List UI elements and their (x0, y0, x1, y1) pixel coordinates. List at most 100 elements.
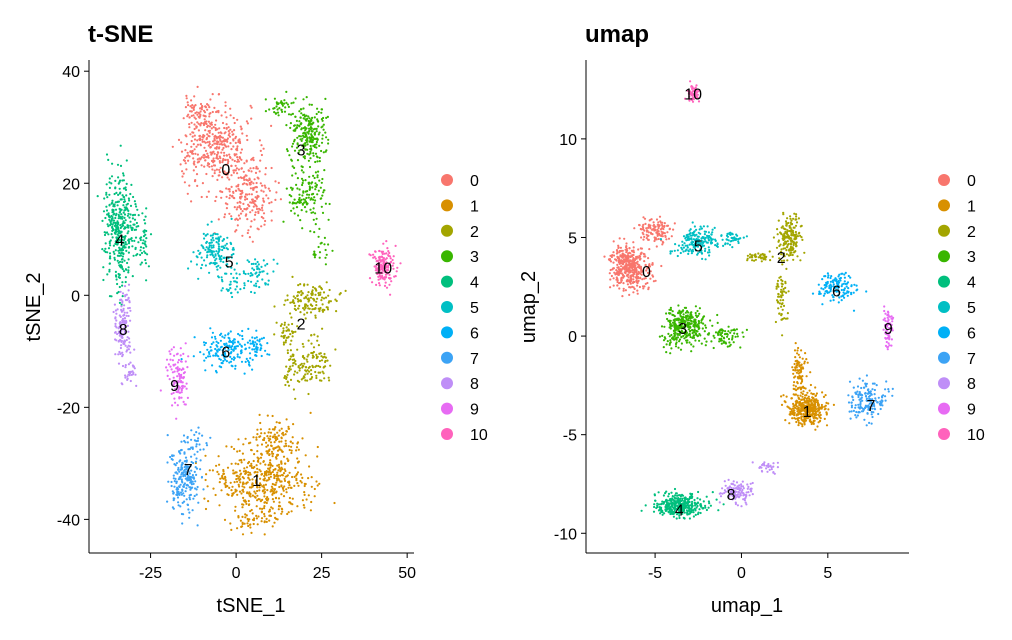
data-point (111, 211, 113, 213)
data-point (777, 296, 779, 298)
data-point (192, 509, 194, 511)
data-point (122, 365, 124, 367)
data-point (624, 269, 626, 271)
data-point (261, 278, 263, 280)
data-point (632, 278, 634, 280)
data-point (103, 210, 105, 212)
data-point (269, 509, 271, 511)
data-point (310, 378, 312, 380)
data-point (309, 230, 311, 232)
data-point (183, 117, 185, 119)
data-point (296, 372, 298, 374)
data-point (223, 144, 225, 146)
data-point (234, 481, 236, 483)
data-point (289, 449, 291, 451)
data-point (284, 384, 286, 386)
data-point (179, 376, 181, 378)
data-point (121, 285, 123, 287)
data-point (273, 501, 275, 503)
data-point (239, 334, 241, 336)
data-point (325, 249, 327, 251)
data-point (813, 423, 815, 425)
data-point (204, 369, 206, 371)
data-point (204, 129, 206, 131)
data-point (207, 249, 209, 251)
data-point (294, 297, 296, 299)
data-point (256, 490, 258, 492)
data-point (281, 109, 283, 111)
data-point (245, 483, 247, 485)
data-point (270, 432, 272, 434)
data-point (323, 377, 325, 379)
data-point (194, 135, 196, 137)
data-point (121, 302, 123, 304)
data-point (176, 481, 178, 483)
data-point (230, 281, 232, 283)
data-point (264, 491, 266, 493)
data-point (371, 281, 373, 283)
data-point (263, 505, 265, 507)
data-point (301, 477, 303, 479)
data-point (261, 511, 263, 513)
data-point (280, 493, 282, 495)
data-point (307, 477, 309, 479)
data-point (247, 477, 249, 479)
data-point (296, 187, 298, 189)
data-point (308, 297, 310, 299)
data-point (305, 454, 307, 456)
data-point (793, 242, 795, 244)
data-point (109, 255, 111, 257)
data-point (202, 122, 204, 124)
data-point (284, 478, 286, 480)
data-point (222, 470, 224, 472)
data-point (194, 153, 196, 155)
tsne-x-tick-label: 0 (232, 565, 241, 582)
data-point (264, 187, 266, 189)
data-point (271, 451, 273, 453)
data-point (193, 355, 195, 357)
data-point (392, 268, 394, 270)
data-point (749, 253, 751, 255)
data-point (235, 218, 237, 220)
data-point (298, 449, 300, 451)
data-point (191, 487, 193, 489)
tsne-cluster-label: 8 (119, 322, 128, 339)
data-point (211, 253, 213, 255)
data-point (388, 252, 390, 254)
data-point (228, 487, 230, 489)
data-point (261, 520, 263, 522)
data-point (115, 331, 117, 333)
data-point (261, 473, 263, 475)
data-point (800, 422, 802, 424)
data-point (200, 110, 202, 112)
data-point (196, 494, 198, 496)
tsne-y-title: tSNE_2 (23, 273, 45, 342)
data-point (314, 144, 316, 146)
data-point (218, 218, 220, 220)
data-point (278, 497, 280, 499)
data-point (256, 208, 258, 210)
data-point (797, 388, 799, 390)
data-point (117, 260, 119, 262)
data-point (639, 258, 641, 260)
data-point (321, 309, 323, 311)
data-point (786, 259, 788, 261)
data-point (136, 226, 138, 228)
data-point (652, 262, 654, 264)
data-point (659, 234, 661, 236)
data-point (124, 374, 126, 376)
data-point (793, 384, 795, 386)
data-point (310, 304, 312, 306)
data-point (782, 244, 784, 246)
data-point (202, 488, 204, 490)
data-point (237, 356, 239, 358)
data-point (297, 461, 299, 463)
data-point (813, 410, 815, 412)
data-point (665, 238, 667, 240)
data-point (616, 270, 618, 272)
data-point (216, 110, 218, 112)
data-point (173, 508, 175, 510)
data-point (241, 351, 243, 353)
data-point (197, 86, 199, 88)
data-point (611, 268, 613, 270)
